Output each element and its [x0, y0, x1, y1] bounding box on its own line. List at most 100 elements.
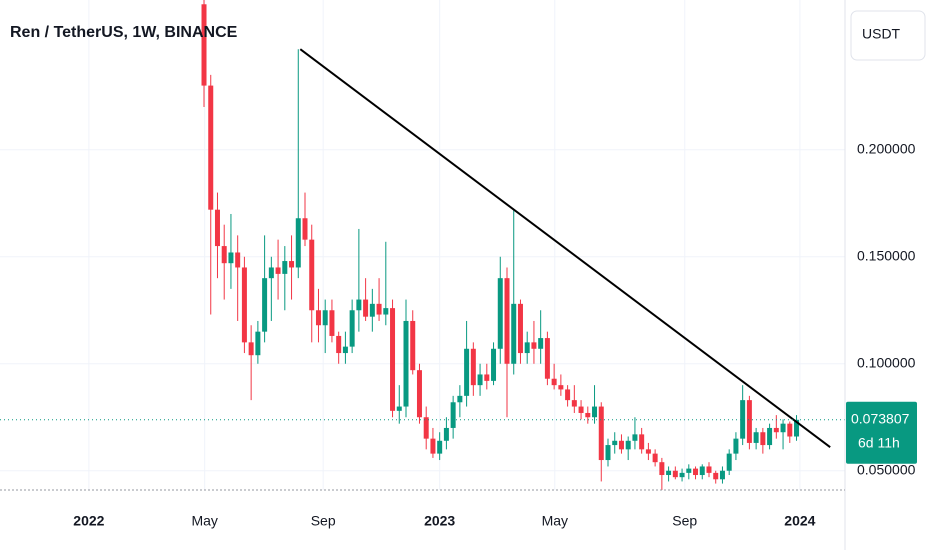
candle-body [437, 440, 443, 454]
candle-body [423, 417, 429, 439]
candle-body [329, 310, 335, 336]
currency-label[interactable]: USDT [862, 26, 901, 42]
candle-body [558, 385, 564, 390]
candle-body [295, 218, 301, 268]
x-tick-label: 2023 [424, 513, 455, 529]
candle-body [726, 453, 732, 471]
candle-body [248, 342, 254, 356]
candle-body [592, 406, 598, 418]
candle-body [464, 348, 470, 396]
candle-body [511, 303, 517, 364]
candle-body [740, 400, 746, 439]
candle-body [342, 346, 348, 354]
candle-body [618, 440, 624, 450]
x-tick-label: 2024 [784, 513, 815, 529]
trend-line [299, 48, 831, 449]
candle-body [524, 342, 530, 354]
candle-body [571, 400, 577, 407]
y-tick-label: 0.100000 [857, 354, 916, 370]
candle-body [322, 310, 328, 326]
candle-body [659, 462, 665, 476]
candle-body [497, 278, 503, 349]
candle-body [760, 432, 766, 446]
candle-body [565, 389, 571, 401]
candle-body [713, 472, 719, 480]
candle-body [544, 338, 550, 379]
candle-body [632, 434, 638, 441]
candle-body [645, 449, 651, 454]
candle-body [538, 338, 544, 349]
candle-body [686, 468, 692, 473]
candle-body [302, 218, 308, 240]
candle-body [652, 453, 658, 463]
candle-body [268, 267, 274, 279]
candle-body [369, 303, 375, 317]
candle-body [719, 470, 725, 480]
candle-body [491, 348, 497, 381]
y-tick-label: 0.150000 [857, 247, 916, 263]
candle-body [221, 246, 227, 264]
candle-body [282, 261, 288, 274]
candle-body [551, 378, 557, 386]
candle-body [780, 423, 786, 433]
candle-body [356, 299, 362, 311]
last-price-label: 0.073807 [851, 411, 910, 427]
candle-body [679, 472, 685, 478]
candle-body [208, 85, 214, 210]
candle-body [410, 320, 416, 371]
last-price-box [846, 401, 917, 464]
x-tick-label: May [191, 513, 217, 529]
candle-body [214, 209, 220, 247]
candle-body [578, 406, 584, 413]
candle-body [457, 395, 463, 403]
candle-body [504, 278, 510, 364]
candle-body [235, 252, 241, 268]
candle-body [315, 310, 321, 326]
candle-body [201, 4, 207, 86]
candle-body [753, 432, 759, 443]
candle-body [733, 438, 739, 454]
candle-body [349, 310, 355, 347]
plot-area [0, 0, 845, 490]
candle-body [289, 261, 295, 268]
candle-body [746, 400, 752, 443]
candle-body [255, 331, 261, 356]
candle-body [363, 299, 369, 317]
candle-body [484, 374, 490, 381]
candle-body [336, 335, 342, 354]
candle-body [693, 468, 699, 476]
x-tick-label: May [542, 513, 568, 529]
candle-body [275, 267, 281, 274]
y-tick-label: 0.200000 [857, 140, 916, 156]
axes: 0.050000 0.100000 0.150000 0.200000 2022 May S… [73, 140, 917, 529]
candle-body [477, 374, 483, 386]
currency-button[interactable] [850, 10, 926, 61]
x-tick-label: Sep [672, 513, 697, 529]
candle-body [598, 406, 604, 461]
candle-body [443, 427, 449, 441]
grid [0, 0, 845, 490]
x-tick-label: Sep [311, 513, 336, 529]
candle-body [517, 303, 523, 354]
candle-body [773, 427, 779, 433]
candle-body [605, 445, 611, 461]
candle-body [639, 434, 645, 450]
candle-body [585, 412, 591, 418]
countdown-label: 6d 11h [858, 435, 900, 451]
candle-body [767, 427, 773, 446]
candle-body [228, 252, 234, 264]
candle-body [706, 466, 712, 473]
candle-body [794, 419, 800, 437]
candle-body [625, 440, 631, 450]
candle-body [787, 423, 793, 437]
candle-body [430, 438, 436, 454]
candle-body [470, 348, 476, 386]
chart-title: Ren / TetherUS, 1W, BINANCE [10, 24, 238, 41]
candle-body [612, 440, 618, 446]
candle-body [672, 470, 678, 478]
candle-body [241, 267, 247, 343]
candle-body [262, 278, 268, 332]
candle-body [531, 342, 537, 349]
candle-body [309, 239, 315, 311]
